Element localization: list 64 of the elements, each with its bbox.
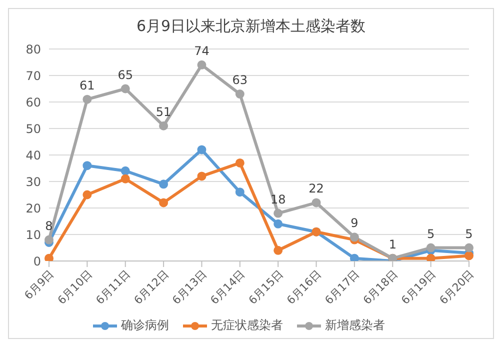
point bbox=[159, 180, 168, 189]
point bbox=[82, 190, 92, 200]
point bbox=[426, 254, 436, 261]
y-tick-label: 10 bbox=[26, 228, 41, 242]
point bbox=[44, 235, 54, 244]
point bbox=[82, 161, 92, 170]
point bbox=[350, 254, 359, 261]
point bbox=[274, 219, 283, 228]
point bbox=[197, 172, 206, 181]
data-label: 18 bbox=[270, 192, 286, 206]
data-label: 61 bbox=[80, 78, 95, 92]
x-tick-label: 6月12日 bbox=[132, 267, 172, 308]
x-tick-label: 6月19日 bbox=[398, 267, 438, 308]
legend-label: 无症状感染者 bbox=[210, 317, 283, 334]
y-tick-label: 80 bbox=[26, 42, 41, 56]
x-tick-label: 6月9日 bbox=[22, 267, 57, 302]
x-tick-label: 6月11日 bbox=[93, 267, 134, 308]
point bbox=[197, 60, 206, 70]
point bbox=[235, 90, 244, 99]
point bbox=[197, 145, 206, 154]
data-label: 74 bbox=[194, 44, 210, 58]
x-tick-label: 6月10日 bbox=[55, 267, 95, 308]
x-tick-label: 6月18日 bbox=[360, 267, 400, 308]
legend-label: 确诊病例 bbox=[120, 317, 169, 334]
data-label: 51 bbox=[156, 104, 172, 119]
point bbox=[235, 158, 244, 168]
legend-label: 新增感染者 bbox=[324, 317, 385, 334]
y-tick-label: 20 bbox=[26, 201, 41, 216]
x-tick-label: 6月13日 bbox=[170, 267, 210, 308]
y-tick-label: 40 bbox=[26, 148, 41, 162]
x-tick-label: 6月20日 bbox=[437, 267, 477, 308]
point bbox=[274, 246, 283, 255]
data-label: 22 bbox=[308, 182, 324, 196]
point bbox=[120, 174, 130, 184]
point bbox=[159, 198, 168, 208]
data-label: 8 bbox=[45, 218, 53, 233]
data-label: 9 bbox=[350, 216, 358, 230]
point bbox=[464, 251, 474, 260]
point bbox=[464, 243, 474, 252]
point bbox=[426, 243, 436, 252]
x-tick-label: 6月16日 bbox=[284, 267, 324, 308]
x-tick-label: 6月15日 bbox=[246, 267, 286, 308]
point bbox=[312, 198, 321, 208]
y-tick-label: 0 bbox=[33, 254, 41, 268]
point bbox=[235, 188, 244, 197]
data-label: 5 bbox=[465, 226, 473, 241]
y-tick-label: 30 bbox=[26, 174, 41, 189]
y-tick-label: 70 bbox=[26, 68, 41, 83]
point bbox=[350, 232, 359, 242]
point bbox=[120, 84, 130, 94]
data-label: 63 bbox=[232, 73, 248, 88]
x-tick-label: 6月14日 bbox=[208, 267, 248, 308]
point bbox=[159, 121, 168, 130]
point bbox=[82, 94, 92, 104]
y-tick-label: 50 bbox=[26, 122, 41, 136]
point bbox=[120, 166, 130, 176]
data-label: 5 bbox=[427, 226, 435, 241]
data-label: 1 bbox=[388, 237, 396, 252]
point bbox=[274, 208, 283, 218]
y-tick-label: 60 bbox=[26, 95, 41, 110]
data-label: 65 bbox=[118, 68, 134, 82]
point bbox=[44, 254, 54, 261]
chart-title: 6月9日以来北京新增本土感染者数 bbox=[135, 16, 367, 37]
x-tick-label: 6月17日 bbox=[322, 267, 362, 308]
